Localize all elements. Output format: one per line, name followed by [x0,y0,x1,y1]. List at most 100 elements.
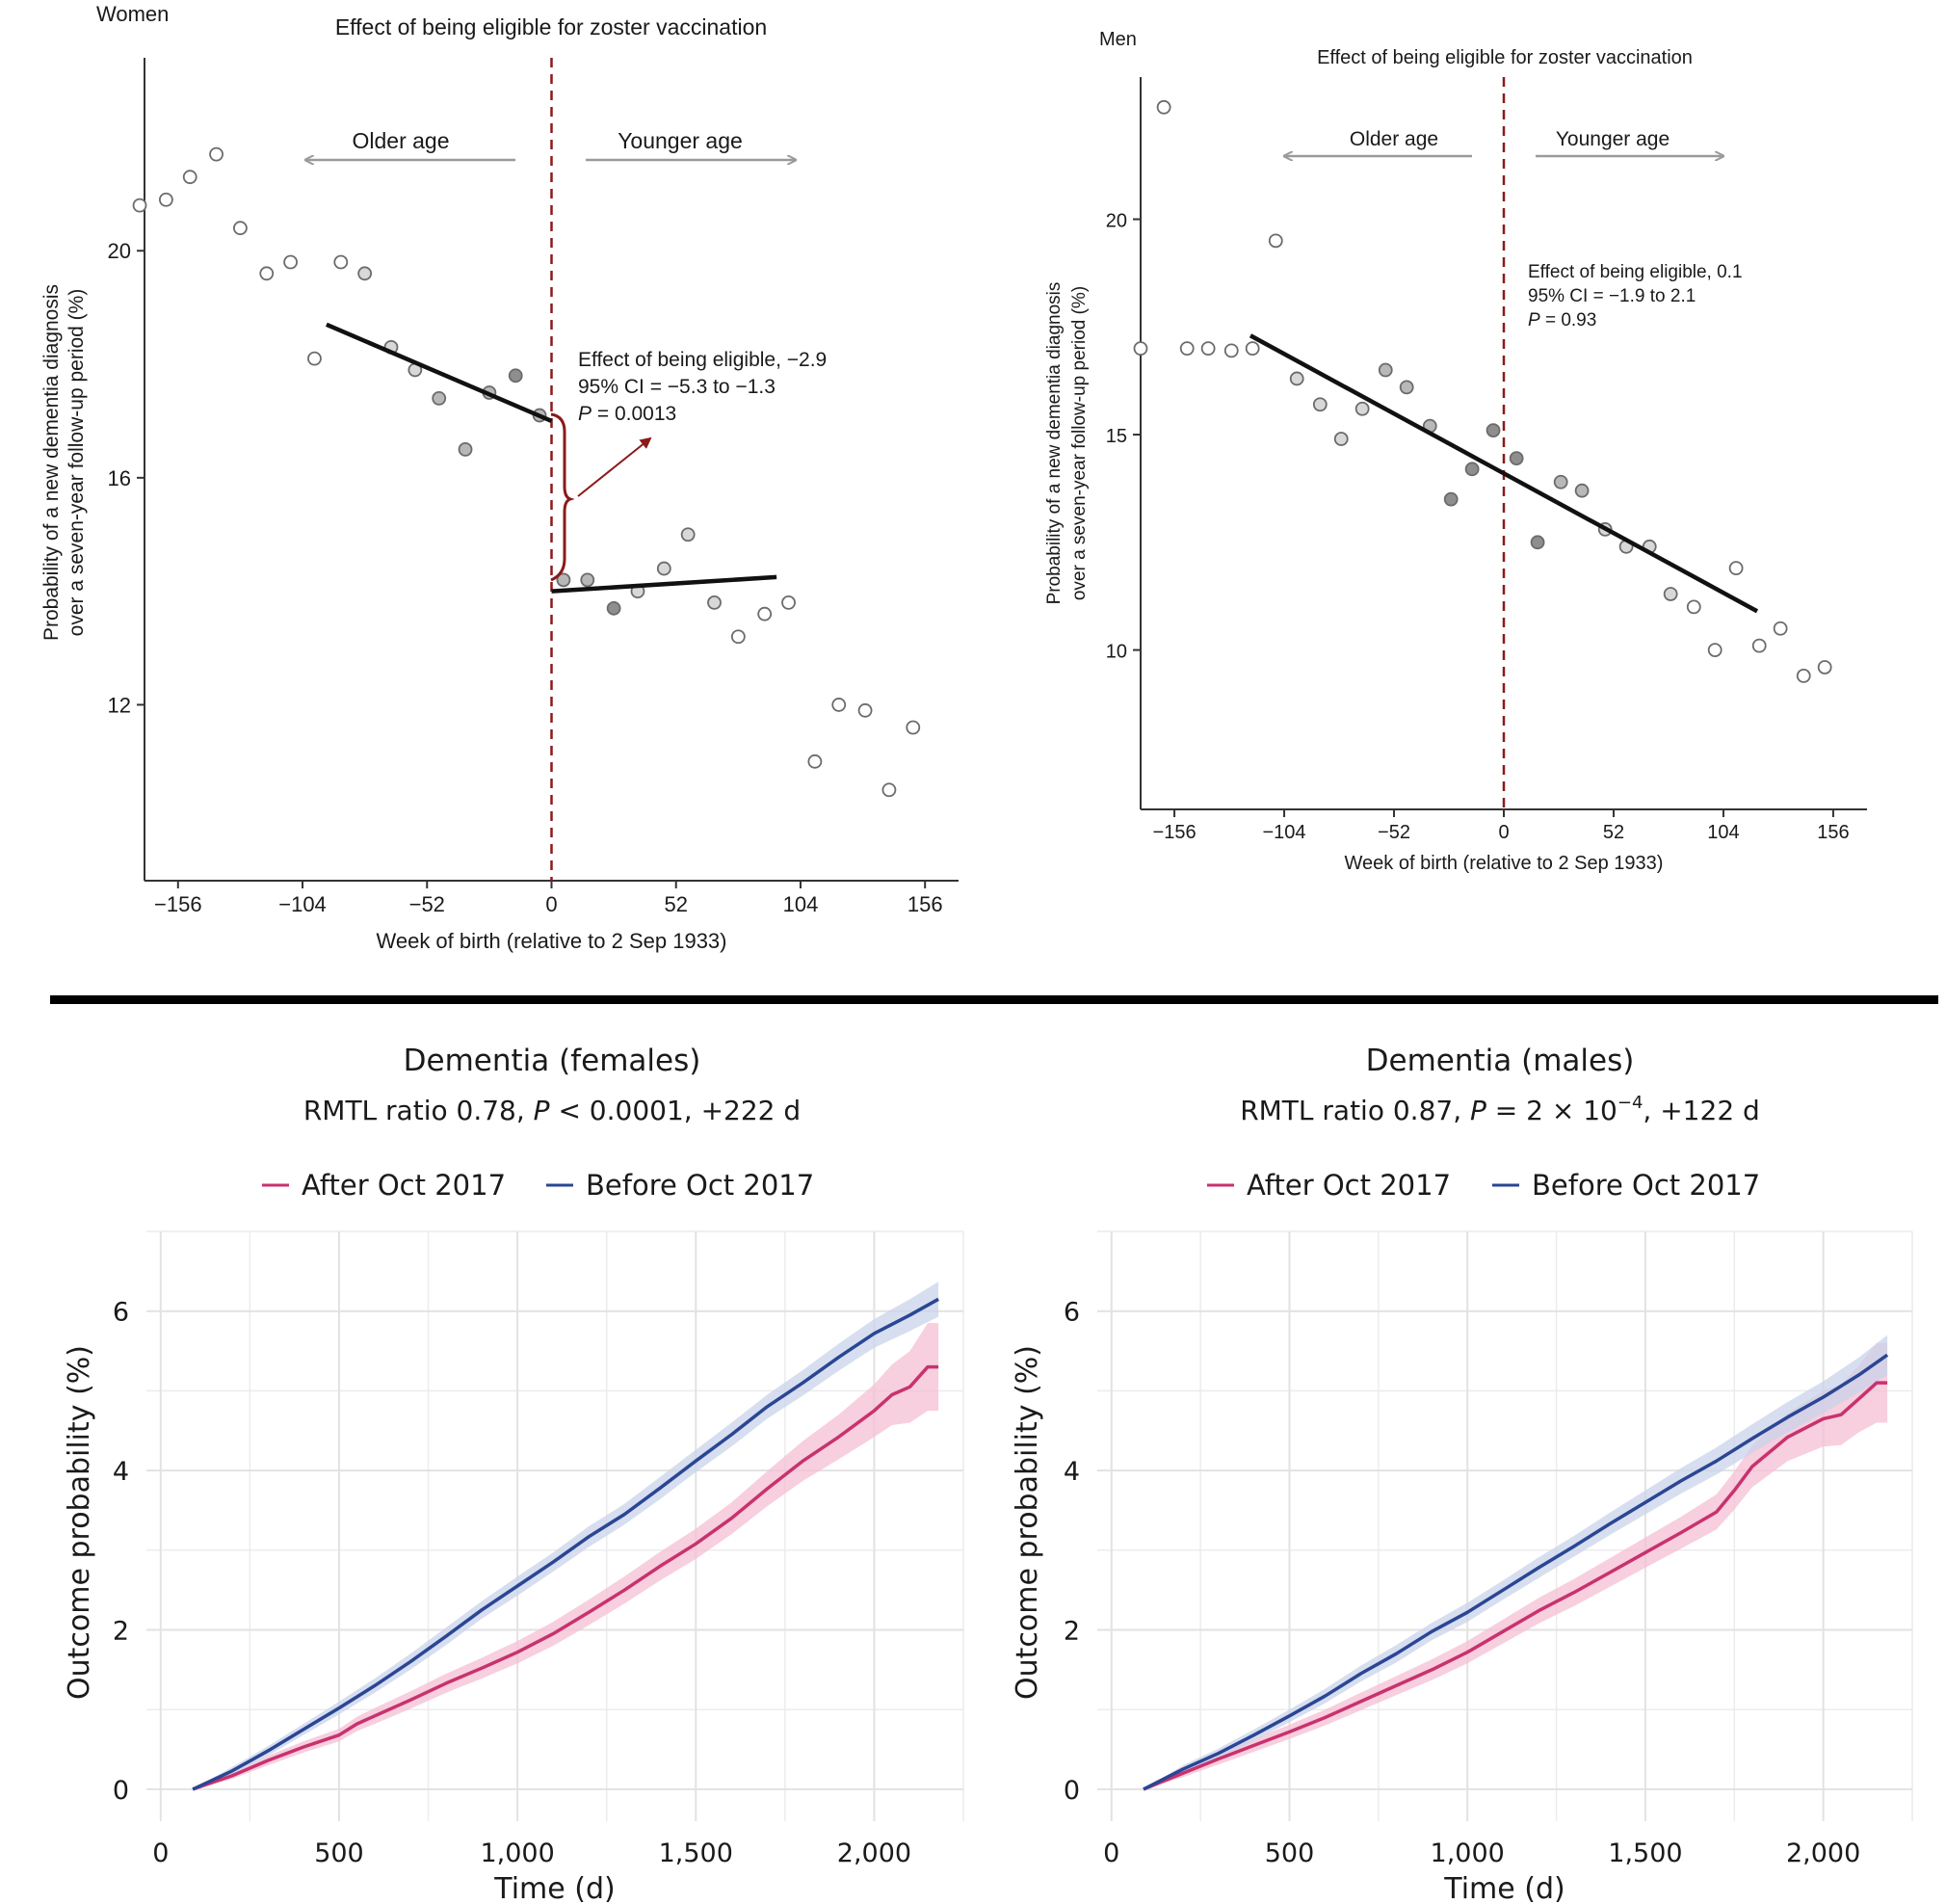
confidence-interval-text: 95% CI = −5.3 to −1.3 [578,376,776,398]
y-tick-label: 15 [1106,426,1127,447]
x-tick-label: −156 [154,892,202,916]
data-point [781,595,796,610]
data-point [1354,401,1370,416]
x-axis-title: Time (d) [493,1872,615,1904]
fit-line-before-cutoff [1249,333,1506,476]
data-point [1156,99,1171,115]
data-point [1509,451,1524,466]
younger-age-label: Younger age [618,128,743,153]
data-point [1443,491,1459,507]
series-line-before-oct-2017 [192,1297,939,1791]
data-point [606,600,621,616]
rd-men-annotation: Effect of being eligible, 0.1 95% CI = −… [1528,262,1743,331]
x-tick-label: 104 [783,892,819,916]
data-point [357,266,373,281]
data-point [906,720,921,735]
data-point [707,595,722,610]
data-point [757,606,773,621]
x-tick-label: 0 [152,1838,169,1868]
legend-label-before: Before Oct 2017 [1532,1169,1760,1202]
y-tick-label: 12 [108,693,131,717]
y-axis-title-line1: Probability of a new dementia diagnosis [1044,282,1065,605]
y-tick-label: 0 [1064,1776,1080,1806]
data-point [1223,343,1239,358]
data-point [1773,621,1788,636]
rd-men-title: Effect of being eligible for zoster vacc… [1317,47,1693,68]
data-point [1530,535,1545,550]
y-axis-title: Outcome probability (%) [1011,1345,1044,1700]
fit-line-before-cutoff [325,322,553,424]
x-axis-title: Week of birth (relative to 2 Sep 1933) [1345,853,1664,874]
y-axis-title-line2: over a seven-year follow-up period (%) [1069,286,1090,600]
confidence-band-before-oct-2017 [1144,1335,1888,1789]
data-point [1289,371,1304,386]
y-tick-label: 20 [108,239,131,263]
data-point [656,561,671,576]
x-tick-label: −52 [1378,822,1410,843]
data-point [1378,362,1393,378]
x-tick-label: 52 [1603,822,1624,843]
x-tick-label: 1,500 [659,1838,733,1868]
y-tick-label: 2 [113,1617,129,1647]
data-point [1179,341,1195,357]
x-tick-label: −52 [409,892,445,916]
x-tick-label: 500 [314,1838,364,1868]
data-point [508,368,523,383]
data-point [1817,660,1832,674]
older-age-label: Older age [352,128,449,153]
km-males-grid [1097,1230,1913,1821]
data-point [333,254,349,270]
rd-women-panel: Women Effect of being eligible for zoste… [40,2,959,953]
km-males-subtitle: RMTL ratio 0.87, P = 2 × 10−4, +122 d [1240,1093,1760,1126]
data-point [158,192,173,207]
rd-women-annotation: Effect of being eligible, −2.9 95% CI = … [578,349,827,425]
x-tick-label: 0 [1103,1838,1119,1868]
data-point [1486,423,1501,437]
y-axis-title-line1: Probability of a new dementia diagnosis [40,284,63,641]
data-point [1399,380,1414,395]
y-tick-label: 2 [1064,1617,1080,1647]
data-point [1796,669,1811,683]
rd-men-panel: Men Effect of being eligible for zoster … [1044,29,1867,874]
km-males-title: Dementia (males) [1366,1044,1635,1078]
y-tick-label: 16 [108,466,131,490]
data-point [182,170,197,185]
km-males-panel: Dementia (males) RMTL ratio 0.87, P = 2 … [1011,1044,1913,1904]
data-point [1464,462,1480,477]
x-tick-label: −104 [278,892,327,916]
x-axis-title: Week of birth (relative to 2 Sep 1933) [376,929,726,953]
x-tick-label: 0 [545,892,557,916]
fit-line-after-cutoff [1502,471,1759,614]
panel-label-women: Women [96,2,169,26]
data-point [1553,474,1568,489]
x-tick-label: 104 [1707,822,1739,843]
data-point [307,351,322,366]
x-axis-title: Time (d) [1443,1872,1565,1904]
x-tick-label: 1,000 [1431,1838,1505,1868]
legend-label-after: After Oct 2017 [302,1169,506,1202]
data-point [730,629,746,645]
confidence-band-before-oct-2017 [193,1282,939,1789]
data-point [1268,233,1283,249]
x-tick-label: 52 [664,892,687,916]
km-males-legend: After Oct 2017 Before Oct 2017 [1207,1169,1760,1202]
data-point [1707,643,1722,657]
series-line-before-oct-2017 [1143,1353,1889,1791]
data-point [259,266,275,281]
data-point [556,572,571,588]
rd-women-axes: −156 −104 −52 0 52 104 156 12 16 20 Week of birth … [40,58,959,953]
younger-age-label: Younger age [1556,128,1670,150]
x-tick-label: 1,500 [1608,1838,1682,1868]
section-divider [50,995,1938,1004]
effect-estimate-text: Effect of being eligible, −2.9 [578,349,827,371]
data-point [432,390,447,406]
data-point [680,527,696,542]
y-axis-title-line2: over a seven-year follow-up period (%) [66,289,88,637]
effect-estimate-text: Effect of being eligible, 0.1 [1528,262,1743,282]
x-tick-label: 2,000 [1786,1838,1860,1868]
series-line-after-oct-2017 [192,1364,939,1791]
data-point [1728,561,1744,576]
data-point [1200,341,1216,357]
y-tick-label: 6 [113,1298,129,1328]
rd-men-axes: −156 −104 −52 0 52 104 156 10 15 20 Week of birth … [1044,77,1867,874]
